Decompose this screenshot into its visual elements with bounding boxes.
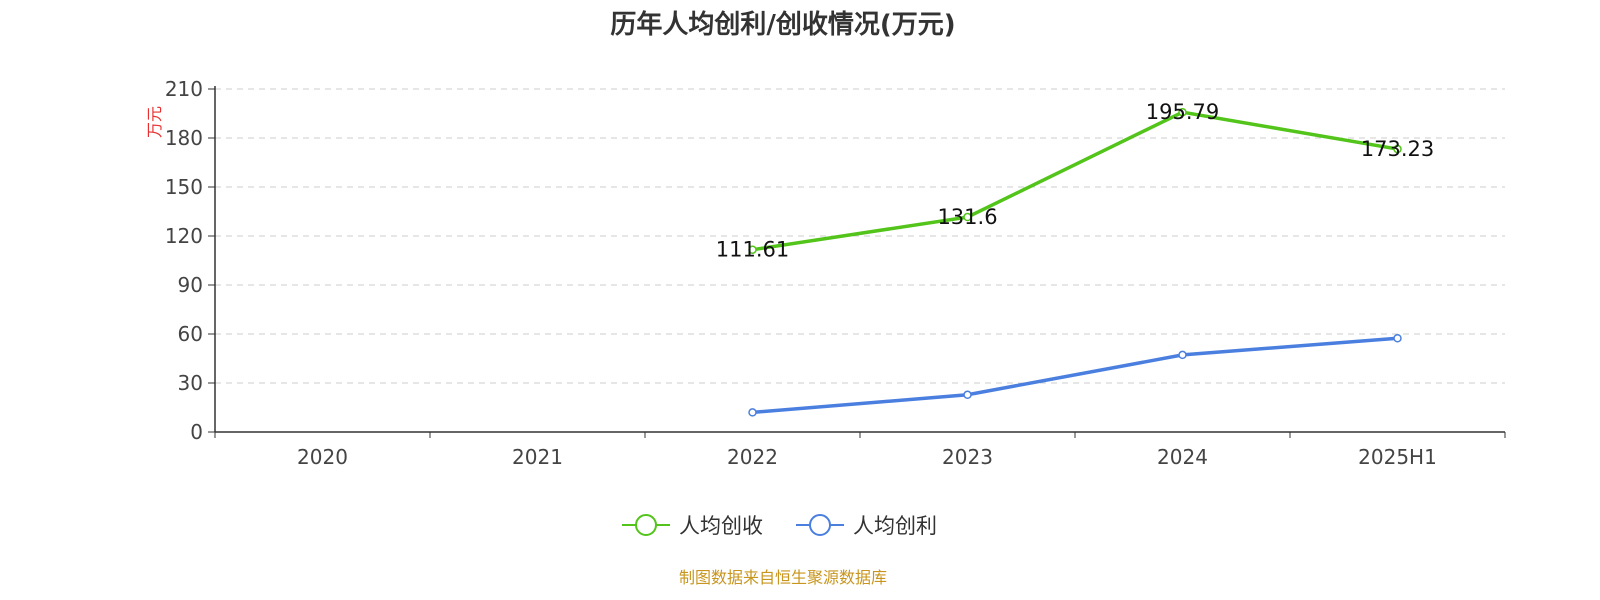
- series-line: [752, 110, 1398, 252]
- y-tick-label: 150: [165, 175, 203, 199]
- legend-label[interactable]: 人均创收: [679, 514, 763, 538]
- data-point[interactable]: [748, 245, 757, 254]
- y-axis-unit: 万元: [145, 106, 164, 138]
- y-tick-label: 90: [178, 273, 203, 297]
- data-label: 195.79: [1146, 100, 1219, 124]
- data-point[interactable]: [963, 390, 972, 400]
- data-point[interactable]: [963, 212, 972, 222]
- legend-marker-icon[interactable]: [635, 514, 657, 536]
- y-tick-label: 120: [165, 224, 203, 248]
- y-tick-label: 180: [165, 126, 203, 150]
- data-point[interactable]: [1178, 107, 1187, 117]
- data-label: 131.6: [937, 205, 997, 229]
- x-tick-label: 2021: [512, 445, 563, 469]
- data-point[interactable]: [1178, 350, 1187, 360]
- data-point[interactable]: [1393, 144, 1402, 154]
- x-tick-label: 2025H1: [1358, 445, 1437, 469]
- y-tick-label: 0: [190, 420, 203, 444]
- data-source: 制图数据来自恒生聚源数据库: [679, 568, 887, 587]
- y-tick-label: 60: [178, 322, 203, 346]
- data-label: 111.61: [716, 238, 789, 262]
- y-tick-label: 30: [178, 371, 203, 395]
- data-point[interactable]: [748, 408, 757, 417]
- chart-title: 历年人均创利/创收情况(万元): [610, 9, 955, 40]
- data-label: 173.23: [1361, 137, 1434, 161]
- legend-label[interactable]: 人均创利: [853, 514, 937, 538]
- x-tick-label: 2020: [297, 445, 348, 469]
- data-point[interactable]: [1393, 333, 1402, 343]
- x-tick-label: 2022: [727, 445, 778, 469]
- x-tick-label: 2024: [1157, 445, 1208, 469]
- x-tick-label: 2023: [942, 445, 993, 469]
- series-line: [752, 336, 1398, 415]
- legend-marker-icon[interactable]: [809, 514, 831, 536]
- y-tick-label: 210: [165, 77, 203, 101]
